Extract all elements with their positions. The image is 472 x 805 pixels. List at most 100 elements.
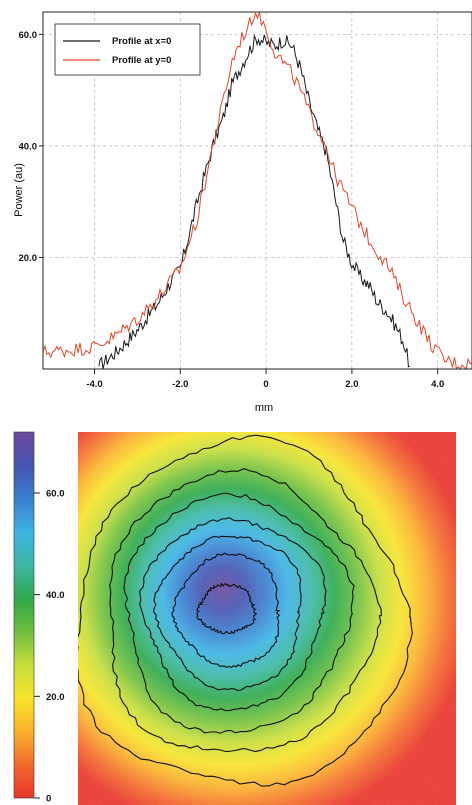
data-point [265,28,266,29]
contour-line [123,492,355,734]
data-point [137,329,138,330]
y-axis-label: Power (au) [13,163,25,217]
data-point [98,366,99,367]
data-point [231,62,232,63]
data-point [72,349,73,350]
data-point [158,301,159,302]
data-point [368,285,369,286]
colorbar-tick-label: 20.0 [46,692,65,703]
data-point [274,45,275,46]
data-point [201,184,202,185]
data-point [446,360,447,361]
contour-line [196,582,258,635]
data-point [248,25,249,26]
data-point [317,129,318,130]
data-point [158,296,159,297]
data-point [334,195,335,196]
data-point [291,73,292,74]
data-point [437,352,438,353]
data-point [265,42,266,43]
contour-line [78,434,413,787]
heatmap-noise-texture [78,432,456,805]
legend-label-profile-x: Profile at x=0 [112,36,171,47]
contour-line [139,517,327,712]
legend-label-profile-y: Profile at y=0 [112,55,171,66]
colorbar [13,431,35,799]
line-chart-y-ticks: 20.0 40.0 60.0 [19,30,43,264]
heatmap-contours [78,434,413,787]
data-point [343,240,344,241]
y-tick-label: 60.0 [19,30,38,41]
x-axis-label: mm [255,402,273,414]
data-point [351,262,352,263]
legend-box [54,23,201,76]
colorbar-tick-label: 0 [46,794,51,805]
data-point [231,84,232,85]
legend: Profile at x=0 Profile at y=0 [54,23,201,76]
data-point [188,235,189,236]
data-point [240,67,241,68]
data-point [180,268,181,269]
data-point [334,173,335,174]
data-point [308,101,309,102]
data-point [223,101,224,102]
data-point [409,366,410,367]
line-chart-series-layer [42,11,472,370]
data-point [360,223,361,224]
series-line-profile-y [42,11,472,370]
contour-line [153,535,302,692]
line-chart-plot-frame [42,11,472,370]
data-point [240,39,241,40]
data-point [360,276,361,277]
data-point [197,218,198,219]
data-point [459,363,460,364]
data-point [94,346,95,347]
data-point [274,50,275,51]
y-tick-label: 40.0 [19,141,38,152]
data-point [373,246,374,247]
data-point [394,324,395,325]
contour-line [109,468,382,753]
x-tick-label: 4.0 [431,379,444,390]
data-point [300,89,301,90]
data-point [115,335,116,336]
colorbar-tick-label: 60.0 [46,489,65,500]
data-point [253,14,254,15]
data-point [283,39,284,40]
series-line-profile-x [98,33,410,370]
data-point [283,62,284,63]
data-point [326,145,327,146]
colorbar-ticks: 0 20.0 40.0 60.0 [34,489,65,805]
x-tick-label: -2.0 [172,379,188,390]
data-point [386,262,387,263]
line-chart-x-ticks: -4.0 -2.0 0 2.0 4.0 [86,369,444,390]
data-point [210,156,211,157]
data-point [394,279,395,280]
data-point [351,207,352,208]
x-tick-label: 0 [263,379,268,390]
line-chart: -4.0 -2.0 0 2.0 4.0 20.0 40.0 60.0 mm Power (a… [13,11,472,414]
data-point [377,301,378,302]
data-point [429,341,430,342]
data-point [291,45,292,46]
data-point [308,112,309,113]
x-tick-label: -4.0 [86,379,102,390]
y-tick-label: 20.0 [19,253,38,264]
data-point [416,318,417,319]
data-point [343,190,344,191]
data-point [223,117,224,118]
colorbar-tick-label: 40.0 [46,590,65,601]
contour-line [171,552,281,669]
data-point [257,37,258,38]
data-point [248,50,249,51]
data-point [171,279,172,280]
x-tick-label: 2.0 [345,379,358,390]
data-point [403,341,404,342]
data-point [137,318,138,319]
data-point [115,352,116,353]
data-point [300,67,301,68]
data-point [386,310,387,311]
heatmap-chart: 0 20.0 40.0 60.0 [13,431,456,805]
data-point [403,296,404,297]
